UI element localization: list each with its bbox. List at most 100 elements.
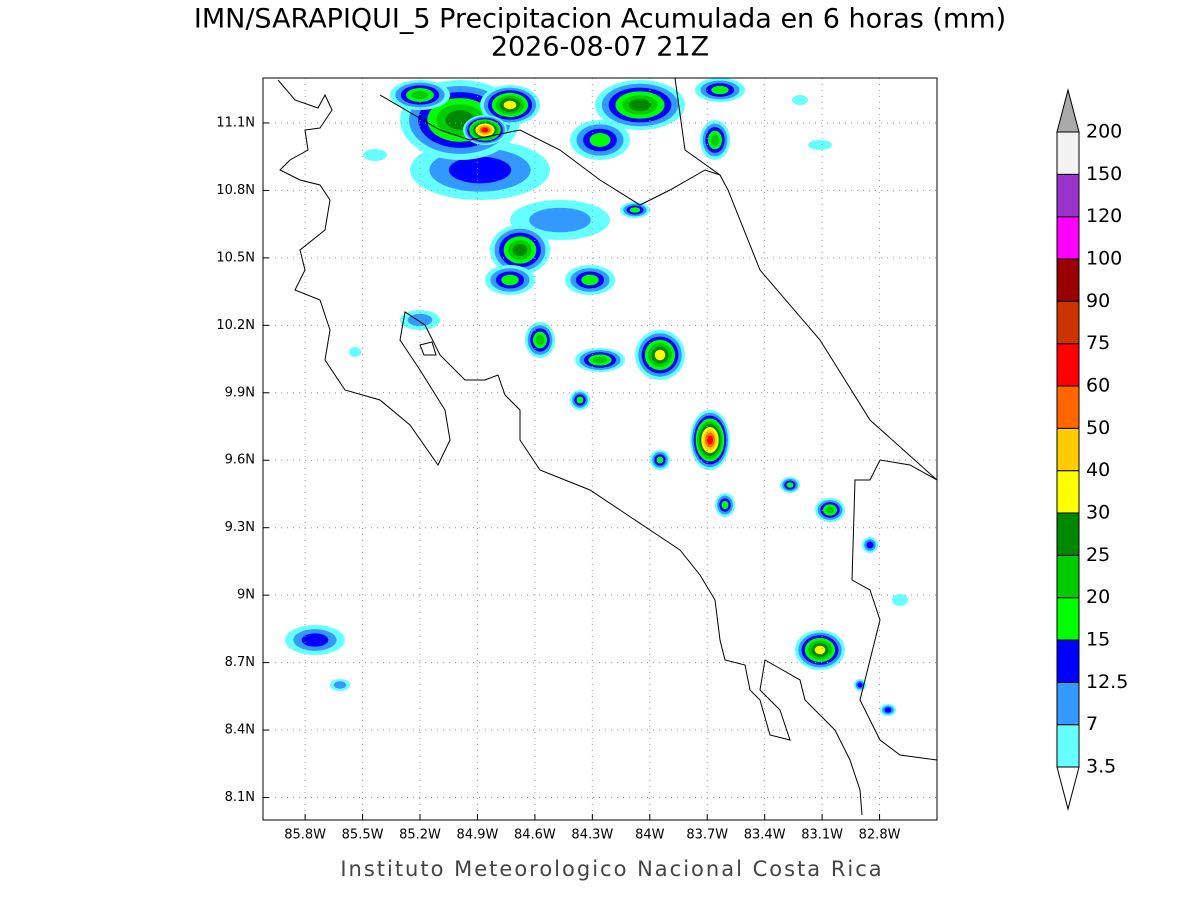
rain-cell: [576, 396, 584, 404]
colorbar-box: [1056, 639, 1080, 683]
footer: Instituto Meteorologico Nacional Costa R…: [340, 857, 883, 881]
colorbar-label: 25: [1086, 544, 1110, 566]
rain-cell: [808, 140, 832, 150]
x-tick-label: 83.4W: [744, 828, 786, 843]
y-tick-label: 9N: [237, 588, 255, 603]
rain-cell: [589, 133, 611, 147]
colorbar-label: 75: [1086, 332, 1110, 354]
colorbar-label: 90: [1086, 290, 1110, 312]
y-tick-label: 10.8N: [216, 183, 255, 198]
grid: [263, 78, 937, 820]
rain-cell: [786, 482, 794, 488]
colorbar-label: 7: [1086, 713, 1098, 735]
rain-cell: [629, 98, 651, 112]
colorbar-label: 100: [1086, 248, 1122, 270]
x-tick-label: 84.9W: [457, 828, 499, 843]
colorbar: 3.5 7 12.5 15 20 25 30 40 50 60 75 90 100 120 150 200: [1056, 88, 1128, 811]
colorbar-label: 3.5: [1086, 756, 1116, 778]
x-tick-label: 84.6W: [514, 828, 556, 843]
rain-cell: [706, 435, 714, 445]
island: [419, 341, 437, 356]
colorbar-label: 12.5: [1086, 671, 1128, 693]
map-frame: [262, 77, 938, 821]
y-tick-label: 9.6N: [225, 453, 255, 468]
rain-cell: [501, 274, 519, 286]
rain-cell: [411, 90, 429, 100]
rain-cell: [892, 594, 908, 606]
rain-cell: [814, 645, 826, 655]
x-tick-label: 82.8W: [859, 828, 901, 843]
colorbar-box: [1056, 385, 1080, 429]
rain-cell: [592, 356, 608, 364]
rain-cell: [512, 243, 528, 257]
y-tick-label: 10.2N: [216, 318, 255, 333]
x-tick-label: 84.3W: [571, 828, 613, 843]
colorbar-label: 30: [1086, 502, 1110, 524]
panama-border: [851, 459, 937, 761]
y-tick-label: 9.9N: [225, 385, 255, 400]
colorbar-box: [1056, 343, 1080, 387]
colorbar-under: [1056, 766, 1080, 811]
y-tick-label: 10.5N: [216, 250, 255, 265]
rain-cell: [825, 506, 835, 514]
axis-ticks: 85.8W 85.5W 85.2W 84.9W 84.6W 84.3W 84W 83.7W 83…: [216, 115, 900, 842]
colorbar-box: [1056, 300, 1080, 345]
rain-cell: [710, 134, 720, 146]
rain-cell: [349, 347, 361, 357]
colorbar-box: [1056, 131, 1080, 175]
rain-cell: [407, 313, 433, 327]
colorbar-box: [1056, 216, 1080, 260]
colorbar-box: [1056, 554, 1080, 599]
precipitation-field: [285, 78, 908, 716]
colorbar-label: 15: [1086, 629, 1110, 651]
colorbar-box: [1056, 681, 1080, 726]
x-tick-label: 85.8W: [284, 828, 326, 843]
caribbean-coast: [674, 78, 937, 481]
colorbar-over: [1056, 88, 1080, 133]
rain-cell: [654, 349, 666, 361]
colorbar-label: 120: [1086, 205, 1122, 227]
y-tick-label: 9.3N: [225, 520, 255, 535]
colorbar-box: [1056, 470, 1080, 514]
colorbar-label: 40: [1086, 459, 1110, 481]
rain-cell: [363, 149, 387, 161]
x-tick-label: 83.7W: [686, 828, 728, 843]
nicaragua-border: [379, 94, 721, 206]
colorbar-box: [1056, 597, 1080, 641]
x-tick-label: 83.1W: [801, 828, 843, 843]
colorbar-box: [1056, 258, 1080, 302]
y-tick-label: 8.1N: [225, 790, 255, 805]
x-tick-label: 85.5W: [342, 828, 384, 843]
rain-cell: [301, 633, 329, 647]
subtitle: 2026-08-07 21Z: [491, 32, 709, 63]
rain-cell: [711, 85, 729, 95]
rain-cell: [721, 500, 729, 510]
rain-cell: [529, 207, 591, 233]
rain-cell: [866, 541, 874, 549]
rain-cell: [448, 156, 512, 184]
colorbar-box: [1056, 427, 1080, 472]
x-tick-label: 85.2W: [399, 828, 441, 843]
colorbar-box: [1056, 724, 1080, 768]
y-tick-label: 8.7N: [225, 655, 255, 670]
rain-cell: [481, 127, 489, 133]
rain-cell: [884, 707, 892, 713]
title: IMN/SARAPIQUI_5 Precipitacion Acumulada …: [194, 4, 1006, 35]
colorbar-box: [1056, 173, 1080, 218]
rain-cell: [333, 681, 347, 689]
colorbar-label: 150: [1086, 163, 1122, 185]
colorbar-box: [1056, 512, 1080, 556]
pacific-coast: [277, 79, 863, 816]
colorbar-label: 60: [1086, 375, 1110, 397]
colorbar-label: 50: [1086, 417, 1110, 439]
y-tick-label: 8.4N: [225, 723, 255, 738]
rain-cell: [503, 100, 517, 110]
rain-cell: [535, 334, 545, 346]
coastlines: [277, 78, 937, 816]
colorbar-label: 200: [1086, 121, 1122, 143]
rain-cell: [792, 95, 808, 105]
rain-cell: [629, 207, 641, 213]
x-tick-label: 84W: [635, 828, 665, 843]
y-tick-label: 11.1N: [216, 115, 255, 130]
